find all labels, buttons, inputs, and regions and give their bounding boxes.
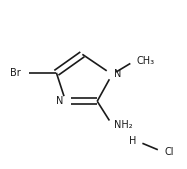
Text: Cl: Cl [164,147,174,156]
Text: N: N [56,96,64,106]
Text: NH₂: NH₂ [114,120,133,130]
Text: CH₃: CH₃ [136,56,154,66]
Text: H: H [129,137,136,147]
Text: N: N [114,69,121,79]
Text: Br: Br [10,68,21,78]
